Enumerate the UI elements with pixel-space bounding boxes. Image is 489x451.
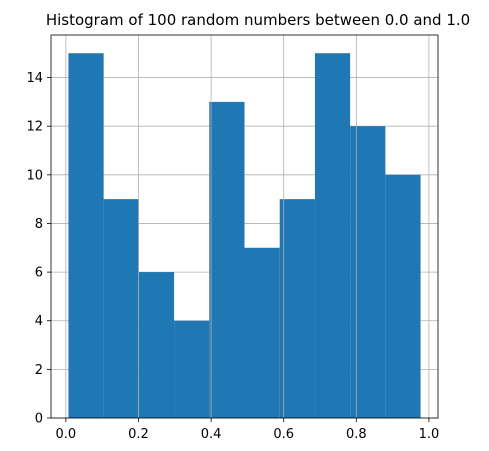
x-axis: 0.0 0.2 0.4 0.6 0.8 1.0	[56, 418, 440, 442]
chart-title: Histogram of 100 random numbers between …	[46, 11, 470, 29]
y-tick-label: 6	[35, 266, 43, 281]
histogram-bar	[103, 199, 139, 418]
x-tick-label: 0.8	[346, 427, 367, 442]
x-grid-lines	[65, 35, 430, 418]
x-tick-label: 0.2	[128, 427, 149, 442]
y-tick-label: 4	[35, 314, 43, 329]
histogram-bar	[314, 53, 351, 418]
histogram-bar	[209, 101, 245, 418]
y-tick-label: 12	[26, 120, 43, 135]
x-tick-label: 0.4	[201, 427, 222, 442]
histogram-bar	[174, 320, 210, 418]
x-tick-label: 0.0	[56, 427, 77, 442]
histogram-bar	[244, 247, 280, 418]
y-tick-label: 0	[35, 412, 43, 427]
histogram-bar	[385, 174, 421, 418]
histogram-bar	[68, 53, 104, 418]
y-tick-label: 2	[35, 363, 43, 378]
y-axis: 0 2 4 6 8 10 12 14	[26, 71, 51, 427]
histogram-bar	[350, 126, 386, 418]
histogram-bar	[138, 272, 175, 418]
y-tick-label: 10	[26, 168, 43, 183]
y-tick-label: 14	[26, 71, 43, 86]
plot-frame	[50, 34, 439, 419]
x-tick-label: 0.6	[273, 427, 294, 442]
y-tick-label: 8	[35, 217, 43, 232]
histogram-bar	[279, 199, 315, 418]
histogram-bars	[68, 53, 421, 418]
x-tick-label: 1.0	[419, 427, 440, 442]
